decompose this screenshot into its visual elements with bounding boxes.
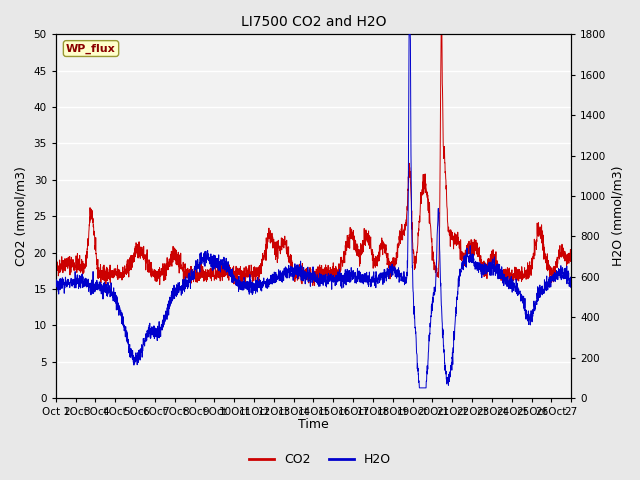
Text: WP_flux: WP_flux [66, 43, 116, 54]
Legend: CO2, H2O: CO2, H2O [244, 448, 396, 471]
Y-axis label: CO2 (mmol/m3): CO2 (mmol/m3) [15, 166, 28, 266]
Title: LI7500 CO2 and H2O: LI7500 CO2 and H2O [241, 15, 387, 29]
X-axis label: Time: Time [298, 419, 329, 432]
Y-axis label: H2O (mmol/m3): H2O (mmol/m3) [612, 166, 625, 266]
